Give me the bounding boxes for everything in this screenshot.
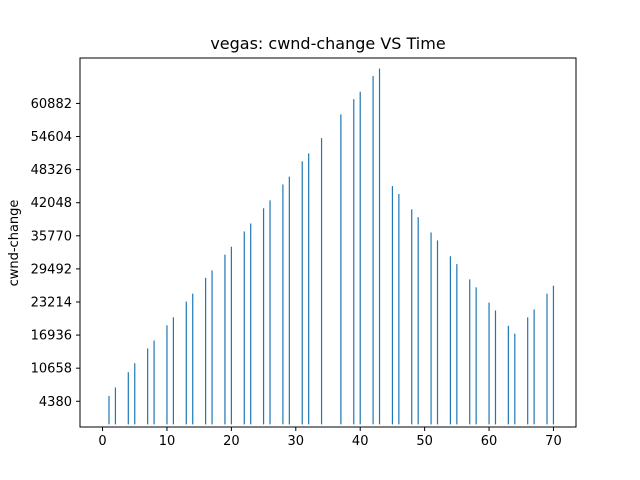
bar-t17: [211, 270, 213, 425]
bar-t49: [417, 217, 419, 425]
y-tick-label: 29492: [31, 262, 72, 277]
x-tick-label: 70: [545, 434, 562, 449]
bar-t14: [192, 293, 194, 425]
bar-t43: [378, 68, 381, 425]
bar-t61: [494, 310, 497, 425]
bar-t5: [134, 363, 136, 425]
y-tick-label: 60882: [31, 97, 72, 112]
bar-t34: [320, 138, 323, 425]
x-tick-label: 60: [481, 434, 498, 449]
bar-t67: [533, 309, 535, 425]
bar-t26: [269, 200, 271, 425]
bar-t70: [552, 285, 555, 425]
bar-t20: [230, 246, 232, 425]
y-tick-label: 54604: [31, 130, 72, 145]
plot-frame: [79, 57, 577, 428]
bar-t37: [340, 114, 342, 425]
y-tick-label: 48326: [31, 163, 72, 178]
bar-t31: [301, 161, 303, 425]
bar-t51: [430, 232, 432, 425]
bar-t10: [166, 325, 168, 425]
bar-t52: [436, 240, 439, 425]
bar-t25: [262, 208, 265, 425]
bar-t46: [398, 194, 400, 425]
x-tick-label: 40: [352, 434, 369, 449]
bar-t1: [108, 395, 110, 425]
y-tick-label: 16936: [31, 329, 72, 344]
bar-t58: [475, 287, 477, 425]
x-tick-label: 30: [288, 434, 305, 449]
x-tick-label: 50: [416, 434, 433, 449]
x-tick-label: 10: [159, 434, 176, 449]
bar-t64: [514, 333, 516, 425]
bar-t40: [359, 91, 361, 425]
x-axis: 0 10 20 30 40 50 60 70: [98, 427, 562, 449]
y-tick-label: 23214: [31, 295, 72, 310]
bar-t63: [507, 325, 509, 425]
y-axis: 4380 10658 16936 23214 29492 35770 42048 48326 5…: [31, 97, 80, 410]
bar-t8: [153, 340, 155, 425]
bar-t13: [185, 301, 187, 425]
bar-t28: [282, 184, 284, 425]
bar-t57: [469, 279, 471, 425]
bar-t54: [449, 256, 451, 425]
bar-t11: [172, 317, 174, 425]
bar-t66: [527, 317, 529, 425]
bar-t69: [546, 293, 548, 425]
bar-t19: [224, 254, 226, 425]
bar-t48: [411, 209, 413, 425]
bar-t60: [488, 302, 490, 425]
bar-t32: [308, 153, 310, 425]
bar-t23: [250, 223, 252, 425]
bar-t39: [353, 99, 355, 425]
chart-title: vegas: cwnd-change VS Time: [210, 34, 445, 53]
bar-t29: [288, 176, 290, 425]
y-tick-label: 35770: [31, 229, 72, 244]
bar-t42: [372, 75, 374, 425]
bar-t2: [114, 387, 117, 425]
bar-t7: [147, 348, 149, 425]
bars-group: [108, 68, 555, 425]
bar-t16: [205, 277, 207, 425]
y-tick-label: 42048: [31, 196, 72, 211]
bar-t22: [243, 231, 245, 425]
bar-t55: [456, 264, 458, 425]
bar-t4: [127, 372, 129, 425]
x-tick-label: 20: [223, 434, 240, 449]
x-tick-label: 0: [98, 434, 106, 449]
y-axis-label: cwnd-change: [7, 200, 22, 287]
y-tick-label: 10658: [31, 362, 72, 377]
y-tick-label: 4380: [39, 395, 72, 410]
bar-t45: [391, 186, 394, 425]
